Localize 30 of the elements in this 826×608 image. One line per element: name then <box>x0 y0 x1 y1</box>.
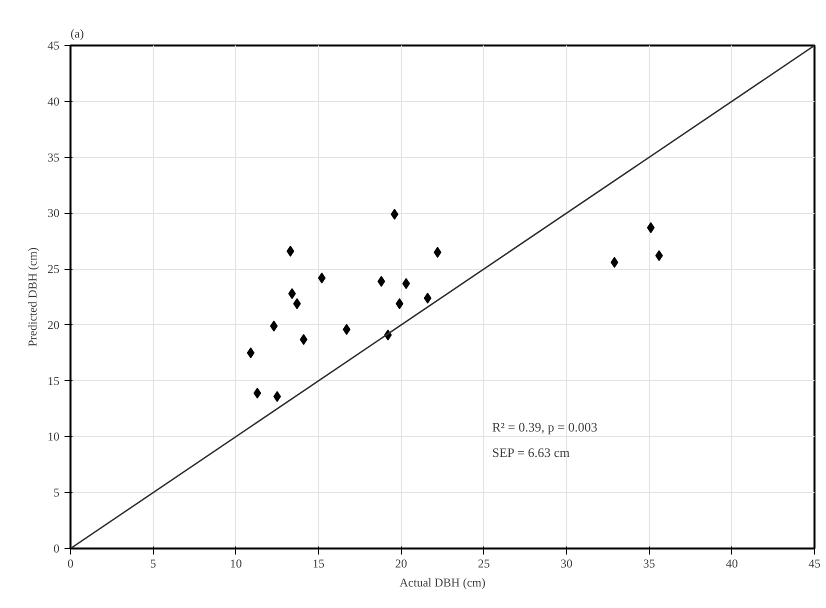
y-tick-label: 15 <box>48 374 60 388</box>
x-tick-label: 5 <box>150 556 156 570</box>
x-tick-label: 10 <box>230 556 242 570</box>
point <box>253 388 262 399</box>
x-axis-title: Actual DBH (cm) <box>400 576 486 590</box>
point <box>377 276 386 287</box>
annotation: SEP = 6.63 cm <box>492 445 570 460</box>
point <box>246 347 255 358</box>
y-tick-label: 30 <box>48 206 60 220</box>
y-tick-label: 10 <box>48 430 60 444</box>
point <box>646 222 655 234</box>
y-tick-label: 40 <box>48 94 60 108</box>
y-axis-title: Predicted DBH (cm) <box>26 247 40 347</box>
x-tick-label: 40 <box>726 556 738 570</box>
y-tick-label: 0 <box>54 542 60 556</box>
x-tick-label: 0 <box>68 556 74 570</box>
x-tick-label: 45 <box>808 556 820 570</box>
x-tick-label: 15 <box>312 556 324 570</box>
point <box>318 272 326 284</box>
y-tick-label: 25 <box>48 262 60 276</box>
chart-title: (a) <box>70 26 84 40</box>
y-tick-label: 20 <box>48 318 60 332</box>
x-tick-label: 25 <box>478 556 490 570</box>
x-tick-label: 30 <box>560 556 572 570</box>
y-tick-label: 45 <box>48 38 60 52</box>
y-tick-label: 5 <box>54 486 60 500</box>
y-tick-label: 35 <box>48 150 60 164</box>
x-tick-label: 35 <box>643 556 656 570</box>
annotation: R² = 0.39, p = 0.003 <box>492 419 598 434</box>
x-tick-label: 20 <box>395 556 408 570</box>
